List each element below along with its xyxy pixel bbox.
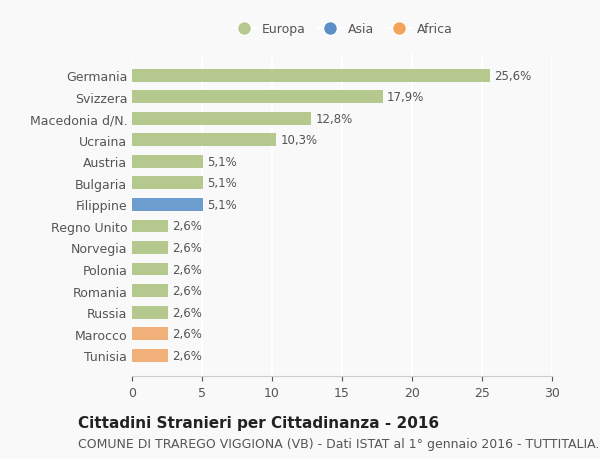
Text: 10,3%: 10,3% [280,134,317,147]
Text: 5,1%: 5,1% [208,198,238,212]
Bar [132,70,490,83]
Bar [132,241,169,254]
Text: 2,6%: 2,6% [173,306,202,319]
Text: Cittadini Stranieri per Cittadinanza - 2016: Cittadini Stranieri per Cittadinanza - 2… [78,415,439,430]
Text: 5,1%: 5,1% [208,156,238,168]
Text: COMUNE DI TRAREGO VIGGIONA (VB) - Dati ISTAT al 1° gennaio 2016 - TUTTITALIA.IT: COMUNE DI TRAREGO VIGGIONA (VB) - Dati I… [78,437,600,451]
Text: 2,6%: 2,6% [173,285,202,297]
Bar [132,91,383,104]
Bar [132,112,311,125]
Bar [132,349,169,362]
Bar [132,199,203,212]
Text: 17,9%: 17,9% [387,91,424,104]
Bar [132,156,203,168]
Text: 2,6%: 2,6% [173,349,202,362]
Bar [132,134,276,147]
Text: 5,1%: 5,1% [208,177,238,190]
Bar [132,285,169,297]
Text: 12,8%: 12,8% [316,112,353,126]
Text: 25,6%: 25,6% [494,70,532,83]
Bar [132,327,169,340]
Bar [132,263,169,276]
Legend: Europa, Asia, Africa: Europa, Asia, Africa [228,20,456,40]
Bar [132,306,169,319]
Text: 2,6%: 2,6% [173,327,202,340]
Text: 2,6%: 2,6% [173,263,202,276]
Text: 2,6%: 2,6% [173,220,202,233]
Text: 2,6%: 2,6% [173,241,202,254]
Bar [132,177,203,190]
Bar [132,220,169,233]
